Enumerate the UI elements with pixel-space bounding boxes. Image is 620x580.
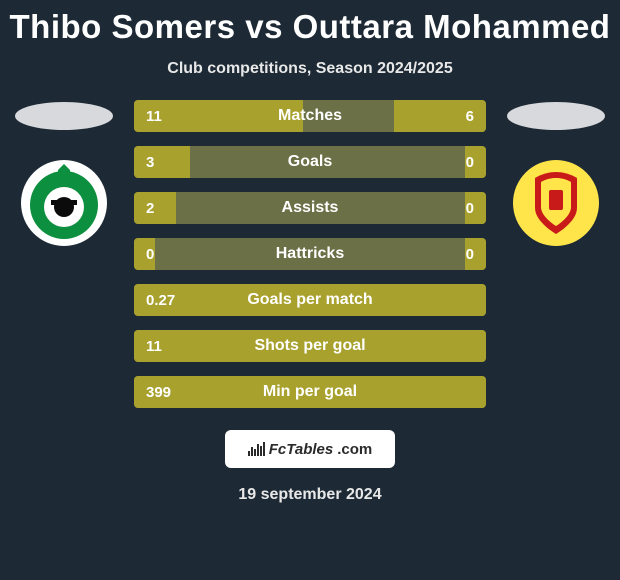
kv-mechelen-icon	[513, 160, 599, 246]
stat-label: Min per goal	[134, 383, 486, 401]
footer-date: 19 september 2024	[0, 486, 620, 504]
fctables-logo: FcTables.com	[225, 430, 395, 468]
bar-chart-icon	[248, 442, 265, 456]
page-title: Thibo Somers vs Outtara Mohammed	[0, 0, 620, 46]
left-club-badge	[21, 160, 107, 246]
subtitle: Club competitions, Season 2024/2025	[0, 60, 620, 78]
right-player-silhouette	[507, 102, 605, 130]
right-club-badge	[513, 160, 599, 246]
stat-label: Matches	[134, 107, 486, 125]
stat-value-right: 0	[466, 246, 474, 263]
main-row: 11Matches63Goals02Assists00Hattricks00.2…	[0, 100, 620, 408]
stat-row: 0Hattricks0	[134, 238, 486, 270]
stat-label: Shots per goal	[134, 337, 486, 355]
stat-row: 0.27Goals per match	[134, 284, 486, 316]
stat-value-right: 6	[466, 108, 474, 125]
stat-row: 3Goals0	[134, 146, 486, 178]
stat-value-right: 0	[466, 200, 474, 217]
right-player-col	[496, 100, 616, 246]
stat-row: 2Assists0	[134, 192, 486, 224]
comparison-card: Thibo Somers vs Outtara Mohammed Club co…	[0, 0, 620, 580]
stat-label: Goals per match	[134, 291, 486, 309]
logo-text: FcTables	[269, 441, 333, 458]
stat-row: 11Shots per goal	[134, 330, 486, 362]
stat-bars: 11Matches63Goals02Assists00Hattricks00.2…	[134, 100, 486, 408]
left-player-silhouette	[15, 102, 113, 130]
stat-label: Hattricks	[134, 245, 486, 263]
stat-row: 399Min per goal	[134, 376, 486, 408]
cercle-brugge-icon	[21, 160, 107, 246]
logo-suffix: .com	[337, 441, 372, 458]
left-player-col	[4, 100, 124, 246]
stat-row: 11Matches6	[134, 100, 486, 132]
stat-label: Assists	[134, 199, 486, 217]
stat-label: Goals	[134, 153, 486, 171]
stat-value-right: 0	[466, 154, 474, 171]
